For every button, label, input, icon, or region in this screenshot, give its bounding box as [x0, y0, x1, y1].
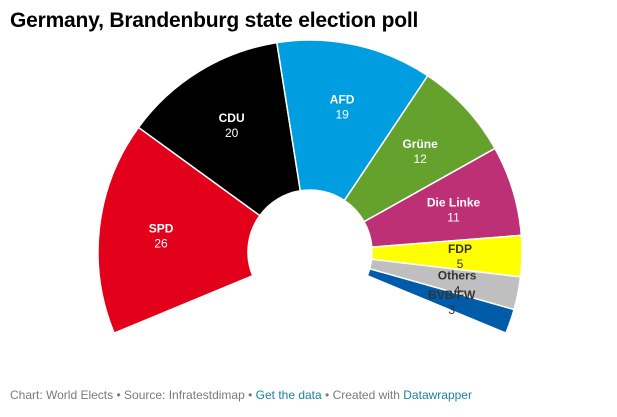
slice-afd[interactable] [275, 39, 429, 202]
slice-value-cdu: 20 [225, 126, 239, 140]
slice-label-cdu: CDU [219, 111, 245, 125]
footer-source: Source: Infratestdimap [124, 388, 245, 402]
slice-value-afd: 19 [335, 107, 349, 121]
slice-bvb-fw[interactable] [366, 267, 515, 335]
slice-value-die-linke: 11 [447, 210, 460, 224]
footer-separator: • [244, 388, 256, 402]
get-the-data-link[interactable]: Get the data [255, 388, 322, 402]
slices-group [97, 39, 523, 335]
slice-spd[interactable] [97, 126, 261, 335]
footer: Chart: World Elects • Source: Infratestd… [10, 388, 472, 402]
slice-value-spd: 26 [154, 236, 168, 250]
slice-value-bvb-fw: 3 [448, 303, 455, 317]
footer-separator: • [113, 388, 125, 402]
datawrapper-link[interactable]: Datawrapper [403, 388, 472, 402]
chart-title: Germany, Brandenburg state election poll [10, 9, 419, 32]
slice-label-die-linke: Die Linke [427, 195, 481, 209]
footer-chart-by: Chart: World Elects [10, 388, 114, 402]
footer-separator: • [321, 388, 333, 402]
slice-label-afd: AFD [330, 92, 355, 106]
slice-value-gr-ne: 12 [413, 152, 427, 166]
slice-value-fdp: 5 [457, 257, 464, 271]
footer-created-with: Created with [332, 388, 404, 402]
slice-label-others: Others [438, 268, 477, 282]
slice-cdu[interactable] [137, 41, 302, 217]
slice-label-gr-ne: Grüne [402, 137, 438, 151]
slice-label-bvb-fw: BVB/FW [428, 288, 476, 302]
slice-label-spd: SPD [149, 221, 174, 235]
slice-label-fdp: FDP [448, 242, 472, 256]
slice-value-others: 4 [454, 283, 461, 297]
